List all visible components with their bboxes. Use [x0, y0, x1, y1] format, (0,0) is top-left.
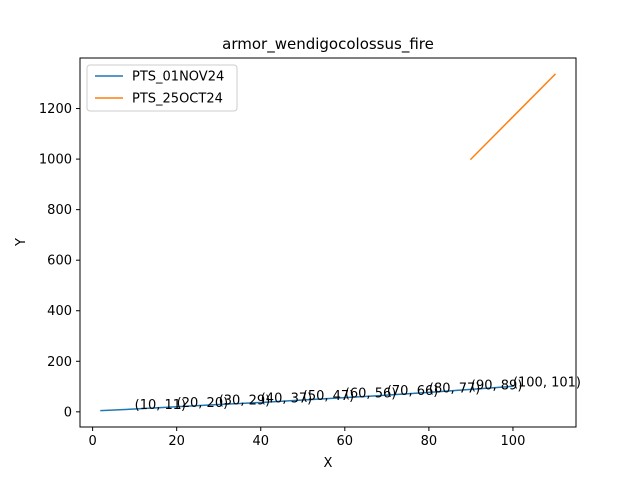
x-axis-label: X	[324, 456, 333, 471]
y-axis-label: Y	[14, 238, 29, 247]
data-label: (100, 101)	[513, 375, 581, 390]
y-tick-label: 800	[47, 203, 72, 218]
data-label: (20, 20)	[177, 396, 229, 411]
data-label: (10, 11)	[135, 398, 187, 413]
x-tick-label: 40	[252, 434, 269, 449]
plot-area: (10, 11)(20, 20)(30, 29)(40, 37)(50, 47)…	[100, 73, 581, 413]
x-axis: 0 20 40 60 80 100	[88, 427, 525, 449]
y-tick-label: 400	[47, 304, 72, 319]
legend-box	[86, 64, 238, 112]
series-line-2	[469, 73, 557, 161]
legend-label: PTS_01NOV24	[132, 70, 224, 85]
x-tick-label: 20	[168, 434, 185, 449]
chart-title: armor_wendigocolossus_fire	[222, 35, 434, 54]
data-label: (40, 37)	[261, 391, 313, 406]
y-tick-label: 1000	[39, 153, 72, 168]
x-tick-label: 80	[421, 434, 438, 449]
x-tick-label: 60	[337, 434, 354, 449]
y-tick-label: 600	[47, 254, 72, 269]
y-tick-label: 0	[64, 405, 72, 420]
y-tick-label: 1200	[39, 102, 72, 117]
y-axis: 0 200 400 600 800 1000 1200	[39, 102, 80, 420]
x-tick-label: 0	[88, 434, 96, 449]
data-label: (50, 47)	[303, 389, 355, 404]
data-label: (60, 56)	[345, 387, 397, 402]
data-label: (90, 89)	[471, 378, 523, 393]
legend-label: PTS_25OCT24	[132, 92, 223, 107]
data-label: (30, 29)	[219, 394, 270, 409]
plot-frame	[79, 57, 577, 428]
series-line-1	[100, 385, 514, 412]
x-tick-label: 100	[501, 434, 526, 449]
data-label: (70, 66)	[387, 384, 439, 399]
legend: PTS_01NOV24 PTS_25OCT24	[86, 64, 238, 112]
y-tick-label: 200	[47, 355, 72, 370]
data-label: (80, 77)	[429, 381, 481, 396]
